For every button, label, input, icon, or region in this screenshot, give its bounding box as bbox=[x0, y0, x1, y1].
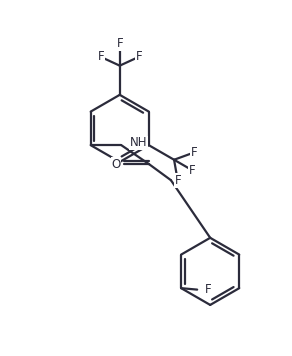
Text: F: F bbox=[174, 174, 181, 187]
Text: O: O bbox=[112, 158, 121, 171]
Text: F: F bbox=[98, 51, 104, 63]
Text: F: F bbox=[190, 146, 197, 159]
Text: F: F bbox=[205, 283, 212, 296]
Text: NH: NH bbox=[129, 136, 147, 149]
Text: F: F bbox=[135, 51, 142, 63]
Text: F: F bbox=[117, 37, 123, 50]
Text: F: F bbox=[189, 164, 196, 177]
